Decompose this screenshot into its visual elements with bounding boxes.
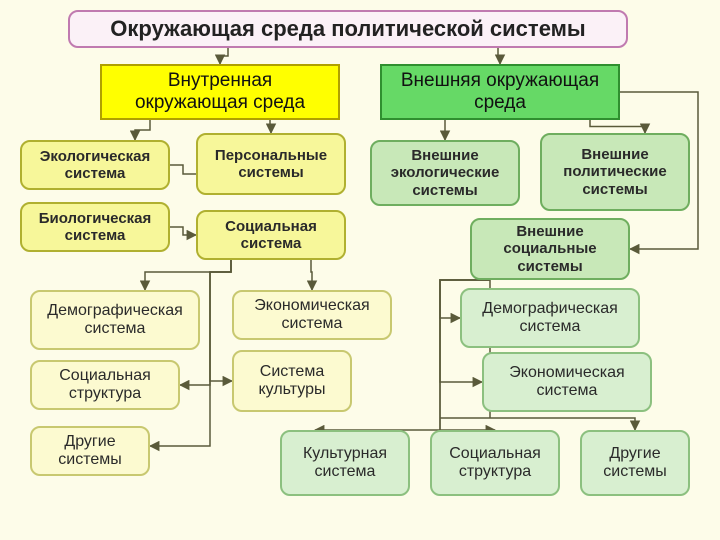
node-bio: Биологическая система bbox=[20, 202, 170, 252]
edge-inner-eco bbox=[135, 120, 150, 140]
node-demo_e: Демографическая система bbox=[460, 288, 640, 348]
node-socstr_e: Социальная структура bbox=[430, 430, 560, 496]
node-title: Окружающая среда политической системы bbox=[68, 10, 628, 48]
node-outer: Внешняя окружающая среда bbox=[380, 64, 620, 120]
edge-title-inner bbox=[220, 48, 228, 64]
edge-inner-pers bbox=[270, 120, 271, 133]
node-demo_i: Демографическая система bbox=[30, 290, 200, 350]
node-inner: Внутренная окружающая среда bbox=[100, 64, 340, 120]
node-ext_soc: Внешние социальные системы bbox=[470, 218, 630, 280]
edge-title-outer bbox=[498, 48, 500, 64]
node-socstr_i: Социальная структура bbox=[30, 360, 180, 410]
node-soc: Социальная система bbox=[196, 210, 346, 260]
edge-soc-other_i bbox=[150, 260, 231, 446]
edge-eco-pers bbox=[170, 165, 196, 174]
edge-soc-econ_i bbox=[311, 260, 312, 290]
edge-soc-cult_i bbox=[210, 260, 232, 381]
node-ext_pol: Внешние политические системы bbox=[540, 133, 690, 211]
node-ext_eco: Внешние экологические системы bbox=[370, 140, 520, 206]
node-other_i: Другие системы bbox=[30, 426, 150, 476]
edge-soc-demo_i bbox=[145, 260, 231, 290]
node-pers: Персональные системы bbox=[196, 133, 346, 195]
node-econ_i: Экономическая система bbox=[232, 290, 392, 340]
edge-outer-ext_pol bbox=[590, 120, 645, 133]
node-cult_i: Система культуры bbox=[232, 350, 352, 412]
node-eco: Экологическая система bbox=[20, 140, 170, 190]
node-cult_e: Культурная система bbox=[280, 430, 410, 496]
node-econ_e: Экономическая система bbox=[482, 352, 652, 412]
edge-bio-soc bbox=[170, 227, 196, 235]
node-other_e: Другие системы bbox=[580, 430, 690, 496]
